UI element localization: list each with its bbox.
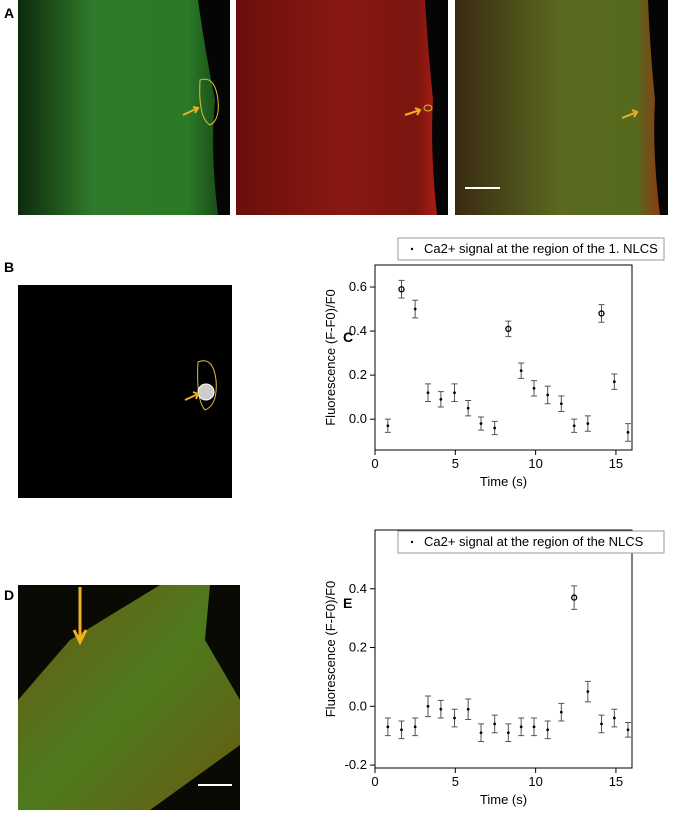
data-point [532, 386, 536, 390]
x-tick-label: 0 [371, 774, 378, 789]
nlcs-outline [423, 104, 433, 112]
data-point [493, 722, 497, 726]
error-bar [598, 304, 605, 323]
data-point [400, 728, 403, 732]
error-bar [398, 279, 405, 299]
data-point [586, 422, 590, 426]
data-point [493, 426, 497, 430]
arrow [72, 587, 88, 646]
data-point [506, 731, 510, 735]
error-bar [571, 585, 578, 610]
data-point [426, 704, 430, 708]
data-point [439, 397, 443, 401]
nlcs-mask [197, 383, 215, 401]
data-point [559, 710, 563, 714]
y-tick-label: -0.2 [345, 757, 367, 772]
plot-frame [374, 529, 633, 769]
data-point [453, 716, 456, 720]
arrow [404, 107, 422, 116]
data-point [559, 402, 563, 406]
data-point [519, 369, 523, 373]
data-point [571, 594, 578, 601]
legend-marker [410, 247, 414, 251]
data-point [413, 725, 417, 729]
x-axis-label: Time (s) [480, 792, 527, 807]
image-cell [18, 585, 240, 810]
data-point [586, 690, 590, 694]
data-point [598, 310, 605, 317]
legend-label: Ca2+ signal at the region of the 1. NLCS [424, 241, 658, 256]
arrow [621, 109, 639, 119]
panel-label: E [343, 595, 352, 611]
panel-label: A [4, 5, 14, 21]
data-point [386, 424, 390, 428]
data-point [546, 393, 550, 397]
panel-label: C [343, 329, 353, 345]
data-point [612, 716, 616, 720]
legend-box [397, 237, 665, 261]
legend-box [397, 530, 665, 554]
y-axis-label: Fluorescence (F-F0)/F0 [323, 581, 338, 718]
error-bar [505, 320, 512, 338]
x-tick-label: 10 [528, 456, 542, 471]
nlcs-outline [199, 78, 219, 126]
y-tick-label: 0.2 [349, 367, 367, 382]
image-edge [425, 0, 448, 215]
data-point [532, 725, 536, 729]
x-tick-label: 5 [452, 774, 459, 789]
data-point [413, 307, 417, 311]
data-point [398, 286, 405, 293]
y-tick-label: 0.4 [349, 323, 367, 338]
data-point [572, 424, 576, 428]
panel-label: D [4, 587, 14, 603]
data-point [546, 728, 550, 732]
arrow [184, 391, 200, 401]
panel-label: B [4, 259, 14, 275]
image-edge [198, 0, 230, 215]
x-tick-label: 15 [609, 456, 623, 471]
data-point [439, 707, 443, 711]
legend-label: Ca2+ signal at the region of the NLCS [424, 534, 644, 549]
data-point [426, 391, 430, 395]
data-point [453, 391, 456, 395]
y-tick-label: 0.0 [349, 411, 367, 426]
data-point [479, 422, 483, 426]
data-point [600, 722, 603, 726]
x-tick-label: 10 [528, 774, 542, 789]
image-red [236, 0, 448, 215]
data-point [626, 430, 630, 434]
y-tick-label: 0.0 [349, 698, 367, 713]
data-point [479, 731, 483, 735]
x-tick-label: 5 [452, 456, 459, 471]
y-tick-label: 0.4 [349, 581, 367, 596]
plot-frame [374, 264, 633, 451]
y-axis-label: Fluorescence (F-F0)/F0 [323, 289, 338, 426]
y-tick-label: 0.6 [349, 279, 367, 294]
data-point [519, 725, 523, 729]
x-axis-label: Time (s) [480, 474, 527, 489]
data-point [466, 406, 470, 410]
x-tick-label: 0 [371, 456, 378, 471]
x-tick-label: 15 [609, 774, 623, 789]
data-point [612, 380, 616, 384]
image-mask [18, 285, 232, 498]
image-edge [648, 0, 668, 215]
arrow [182, 106, 200, 116]
y-tick-label: 0.2 [349, 640, 367, 655]
data-point [386, 725, 390, 729]
data-point [626, 728, 630, 732]
image-merge [455, 0, 668, 215]
data-point [466, 707, 470, 711]
legend-marker [410, 540, 414, 544]
data-point [505, 325, 512, 333]
